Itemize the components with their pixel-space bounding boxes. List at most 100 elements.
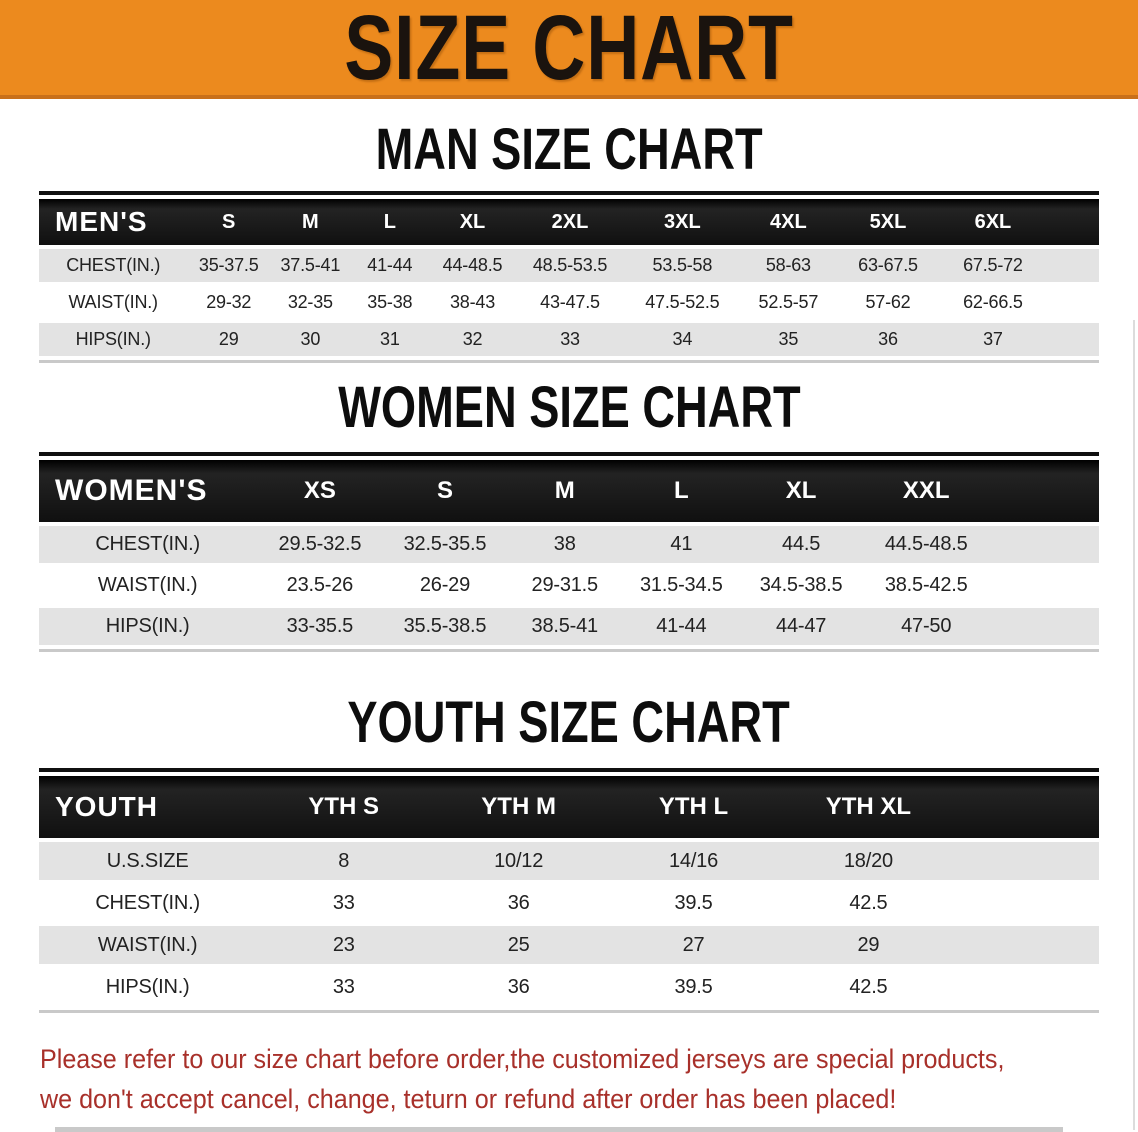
table-cell: 14/16 <box>606 842 781 880</box>
row-label: HIPS(IN.) <box>39 968 257 1006</box>
table-cell: 32 <box>429 323 516 356</box>
table-row: CHEST(IN.) 35-37.5 37.5-41 41-44 44-48.5 48.5… <box>39 249 1099 282</box>
table-cell: 57-62 <box>836 286 940 319</box>
column-header: S <box>383 460 507 522</box>
table-cell: 35-38 <box>350 286 430 319</box>
row-label: HIPS(IN.) <box>39 323 188 356</box>
table-cell: 31.5-34.5 <box>623 567 740 604</box>
table-cell: 33 <box>256 884 432 922</box>
table-cell: 18/20 <box>780 842 956 880</box>
table-cell: 41-44 <box>350 249 430 282</box>
table-cell: 29-31.5 <box>506 567 624 604</box>
women-section-title-text: WOMEN SIZE CHART <box>337 375 801 440</box>
table-cell: 67.5-72 <box>939 249 1046 282</box>
men-section-title-text: MAN SIZE CHART <box>375 117 763 182</box>
spacer-cell <box>955 842 1099 880</box>
spacer-cell <box>955 968 1099 1006</box>
table-cell: 25 <box>431 926 607 964</box>
table-cell: 58-63 <box>740 249 837 282</box>
table-cell: 44-47 <box>739 608 863 645</box>
women-size-table: WOMEN'S XS S M L XL XXL CHEST(IN.) 29.5-32.5 32.5… <box>39 452 1099 652</box>
youth-section-title: YOUTH SIZE CHART <box>0 694 1138 752</box>
table-cell: 38 <box>506 526 624 563</box>
table-cell: 35.5-38.5 <box>383 608 507 645</box>
men-section-title: MAN SIZE CHART <box>0 121 1138 179</box>
spacer-cell <box>955 926 1099 964</box>
table-cell: 53.5-58 <box>624 249 741 282</box>
women-section-title: WOMEN SIZE CHART <box>0 379 1138 437</box>
spacer-cell <box>989 460 1099 522</box>
column-header: XXL <box>862 460 990 522</box>
column-header: YTH XL <box>780 776 956 838</box>
table-cell: 23 <box>256 926 432 964</box>
spacer-cell <box>1045 323 1099 356</box>
table-cell: 36 <box>431 968 607 1006</box>
table-cell: 38-43 <box>429 286 516 319</box>
column-header: YTH S <box>256 776 432 838</box>
table-cell: 37.5-41 <box>270 249 351 282</box>
column-header: XL <box>429 199 516 245</box>
row-label: CHEST(IN.) <box>39 884 257 922</box>
banner: SIZE CHART <box>0 0 1138 99</box>
table-cell: 33-35.5 <box>256 608 384 645</box>
table-cell: 62-66.5 <box>939 286 1046 319</box>
table-row: HIPS(IN.) 33 36 39.5 42.5 <box>39 968 1099 1006</box>
row-label: WAIST(IN.) <box>39 926 257 964</box>
table-row: CHEST(IN.) 29.5-32.5 32.5-35.5 38 41 44.5 44.5… <box>39 526 1099 563</box>
men-size-table: MEN'S S M L XL 2XL 3XL 4XL 5XL 6XL CHEST(IN.) 35-37… <box>39 191 1099 363</box>
table-cell: 38.5-41 <box>506 608 624 645</box>
spacer-cell <box>1045 249 1099 282</box>
table-cell: 48.5-53.5 <box>515 249 625 282</box>
table-row: WAIST(IN.) 23 25 27 29 <box>39 926 1099 964</box>
column-header: M <box>270 199 351 245</box>
row-label: CHEST(IN.) <box>39 249 188 282</box>
spacer-cell <box>955 884 1099 922</box>
table-cell: 36 <box>431 884 607 922</box>
table-cell: 44.5-48.5 <box>862 526 990 563</box>
spacer-cell <box>1045 199 1099 245</box>
table-cell: 44-48.5 <box>429 249 516 282</box>
table-row: U.S.SIZE 8 10/12 14/16 18/20 <box>39 842 1099 880</box>
column-header: XS <box>256 460 384 522</box>
table-cell: 63-67.5 <box>836 249 940 282</box>
column-header: 3XL <box>624 199 741 245</box>
table-cell: 30 <box>270 323 351 356</box>
table-row: HIPS(IN.) 29 30 31 32 33 34 35 36 37 <box>39 323 1099 356</box>
spacer-cell <box>955 776 1099 838</box>
row-label: CHEST(IN.) <box>39 526 257 563</box>
table-cell: 10/12 <box>431 842 607 880</box>
order-notice: Please refer to our size chart before or… <box>0 1039 1138 1119</box>
table-cell: 26-29 <box>383 567 507 604</box>
table-cell: 32.5-35.5 <box>383 526 507 563</box>
table-header-row: WOMEN'S XS S M L XL XXL <box>39 460 1099 522</box>
table-label: MEN'S <box>39 199 188 245</box>
table-cell: 35-37.5 <box>187 249 271 282</box>
table-label: YOUTH <box>39 776 257 838</box>
table-cell: 32-35 <box>270 286 351 319</box>
table-cell: 33 <box>256 968 432 1006</box>
column-header: S <box>187 199 271 245</box>
table-cell: 36 <box>836 323 940 356</box>
spacer-cell <box>989 567 1099 604</box>
table-cell: 38.5-42.5 <box>862 567 990 604</box>
table-header-row: MEN'S S M L XL 2XL 3XL 4XL 5XL 6XL <box>39 199 1099 245</box>
table-cell: 43-47.5 <box>515 286 625 319</box>
column-header: 6XL <box>939 199 1046 245</box>
table-row: WAIST(IN.) 23.5-26 26-29 29-31.5 31.5-34.5 34… <box>39 567 1099 604</box>
table-cell: 34.5-38.5 <box>739 567 863 604</box>
table-row: CHEST(IN.) 33 36 39.5 42.5 <box>39 884 1099 922</box>
table-cell: 42.5 <box>780 968 956 1006</box>
notice-line-2: we don't accept cancel, change, teturn o… <box>40 1084 897 1114</box>
row-label: HIPS(IN.) <box>39 608 257 645</box>
spacer-cell <box>1045 286 1099 319</box>
table-cell: 29 <box>187 323 271 356</box>
banner-title: SIZE CHART <box>344 0 794 99</box>
notice-line-1: Please refer to our size chart before or… <box>40 1044 1005 1074</box>
table-cell: 34 <box>624 323 741 356</box>
table-cell: 29-32 <box>187 286 271 319</box>
column-header: 2XL <box>515 199 625 245</box>
row-label: WAIST(IN.) <box>39 286 188 319</box>
column-header: YTH L <box>606 776 781 838</box>
table-row: HIPS(IN.) 33-35.5 35.5-38.5 38.5-41 41-44 44-… <box>39 608 1099 645</box>
